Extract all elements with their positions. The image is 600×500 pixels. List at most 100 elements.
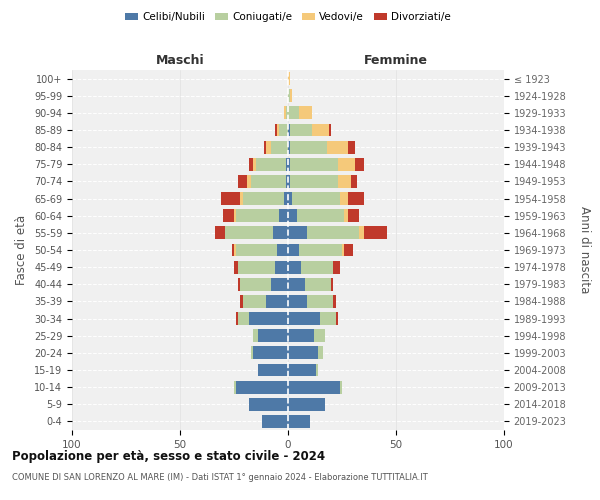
Bar — [249, 158, 253, 170]
Bar — [238, 175, 247, 188]
Bar — [359, 226, 364, 239]
Bar — [290, 90, 292, 102]
Bar — [271, 140, 288, 153]
Bar — [249, 398, 288, 410]
Bar — [288, 260, 301, 274]
Bar — [258, 364, 288, 376]
Bar — [288, 175, 290, 188]
Bar — [273, 226, 288, 239]
Bar — [288, 106, 299, 120]
Bar — [241, 192, 242, 205]
Bar — [288, 312, 320, 325]
Bar — [242, 295, 266, 308]
Bar — [327, 140, 349, 153]
Bar — [277, 244, 288, 256]
Bar — [238, 260, 275, 274]
Bar — [335, 312, 338, 325]
Bar — [253, 330, 258, 342]
Bar — [236, 312, 238, 325]
Bar — [284, 192, 288, 205]
Legend: Celibi/Nubili, Coniugati/e, Vedovi/e, Divorziati/e: Celibi/Nubili, Coniugati/e, Vedovi/e, Di… — [121, 8, 455, 26]
Bar — [355, 158, 364, 170]
Bar — [251, 175, 286, 188]
Text: Femmine: Femmine — [364, 54, 428, 66]
Bar — [275, 260, 288, 274]
Bar — [288, 295, 307, 308]
Bar — [271, 278, 288, 290]
Bar — [350, 175, 357, 188]
Bar — [288, 278, 305, 290]
Bar — [288, 346, 318, 360]
Bar — [314, 330, 325, 342]
Bar — [226, 226, 273, 239]
Bar — [301, 260, 334, 274]
Bar — [286, 158, 288, 170]
Bar — [290, 175, 338, 188]
Bar — [292, 192, 340, 205]
Bar — [277, 124, 280, 136]
Bar — [288, 210, 296, 222]
Bar — [262, 415, 288, 428]
Bar — [288, 415, 310, 428]
Bar — [334, 295, 335, 308]
Text: COMUNE DI SAN LORENZO AL MARE (IM) - Dati ISTAT 1° gennaio 2024 - Elaborazione T: COMUNE DI SAN LORENZO AL MARE (IM) - Dat… — [12, 472, 428, 482]
Bar — [234, 260, 238, 274]
Bar — [296, 210, 344, 222]
Bar — [316, 364, 318, 376]
Bar — [307, 226, 359, 239]
Bar — [349, 210, 359, 222]
Bar — [331, 278, 334, 290]
Bar — [258, 330, 288, 342]
Bar — [344, 244, 353, 256]
Bar — [338, 175, 350, 188]
Text: Maschi: Maschi — [155, 54, 205, 66]
Bar — [223, 210, 234, 222]
Bar — [288, 398, 325, 410]
Bar — [221, 192, 241, 205]
Bar — [305, 278, 331, 290]
Bar — [253, 158, 256, 170]
Y-axis label: Anni di nascita: Anni di nascita — [578, 206, 591, 294]
Bar — [238, 312, 249, 325]
Bar — [284, 106, 286, 120]
Bar — [264, 140, 266, 153]
Bar — [232, 244, 234, 256]
Bar — [238, 278, 241, 290]
Bar — [286, 106, 288, 120]
Bar — [251, 346, 253, 360]
Y-axis label: Fasce di età: Fasce di età — [16, 215, 28, 285]
Bar — [234, 244, 236, 256]
Bar — [280, 210, 288, 222]
Bar — [247, 175, 251, 188]
Bar — [288, 244, 299, 256]
Bar — [299, 106, 312, 120]
Bar — [266, 295, 288, 308]
Bar — [288, 90, 290, 102]
Bar — [320, 312, 335, 325]
Bar — [288, 140, 290, 153]
Bar — [288, 72, 290, 85]
Bar — [288, 364, 316, 376]
Bar — [329, 124, 331, 136]
Bar — [288, 158, 290, 170]
Bar — [349, 140, 355, 153]
Bar — [241, 295, 242, 308]
Bar — [364, 226, 388, 239]
Bar — [275, 124, 277, 136]
Bar — [290, 140, 327, 153]
Bar — [307, 295, 334, 308]
Bar — [288, 226, 307, 239]
Bar — [288, 380, 340, 394]
Bar — [242, 192, 284, 205]
Bar — [249, 312, 288, 325]
Bar — [290, 158, 338, 170]
Bar — [234, 210, 236, 222]
Bar — [215, 226, 226, 239]
Bar — [288, 330, 314, 342]
Bar — [236, 210, 280, 222]
Bar — [290, 124, 312, 136]
Bar — [344, 210, 349, 222]
Bar — [312, 124, 329, 136]
Bar — [286, 175, 288, 188]
Bar — [340, 192, 349, 205]
